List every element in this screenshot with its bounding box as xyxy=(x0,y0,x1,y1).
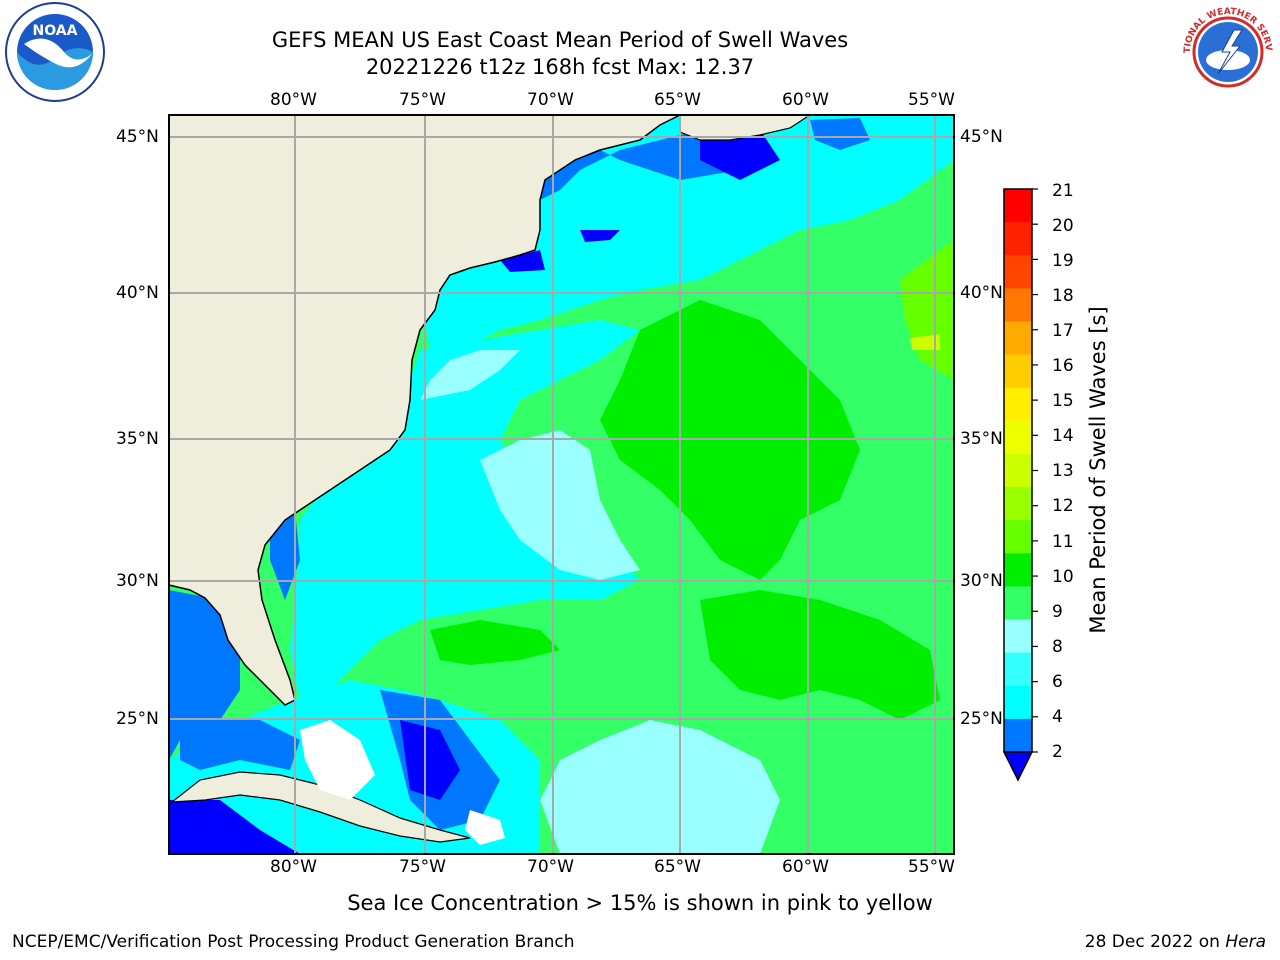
colorbar-segment xyxy=(1004,520,1032,554)
lon-label-bottom-55w: 55°W xyxy=(908,857,955,877)
footer-date: 28 Dec 2022 on Hera xyxy=(1085,932,1266,952)
colorbar-segment xyxy=(1004,487,1032,521)
lat-label-right-35n: 35°N xyxy=(960,429,1003,449)
colorbar-segment xyxy=(1004,586,1032,621)
lon-label-bottom-80w: 80°W xyxy=(270,857,317,877)
colorbar-segment xyxy=(1004,420,1032,455)
lon-label-bottom-60w: 60°W xyxy=(782,857,829,877)
colorbar-tick-11: 11 xyxy=(1052,532,1074,552)
lon-label-bottom-65w: 65°W xyxy=(654,857,701,877)
lon-label-top-70w: 70°W xyxy=(527,90,574,110)
colorbar-tick-2: 2 xyxy=(1052,742,1063,762)
chart-title: GEFS MEAN US East Coast Mean Period of S… xyxy=(271,28,849,52)
lon-label-top-80w: 80°W xyxy=(270,90,317,110)
colorbar-segment xyxy=(1004,321,1032,356)
colorbar-tick-8: 8 xyxy=(1052,637,1063,657)
footer-date-text: 28 Dec 2022 on xyxy=(1084,932,1226,952)
colorbar-segment xyxy=(1004,387,1032,422)
colorbar-segment xyxy=(1004,288,1032,322)
colorbar-tick-6: 6 xyxy=(1052,672,1063,692)
colorbar-tick-10: 10 xyxy=(1052,567,1074,587)
footer-host: Hera xyxy=(1225,932,1266,952)
lat-label-right-45n: 45°N xyxy=(960,127,1003,147)
colorbar-tick-15: 15 xyxy=(1052,391,1074,411)
colorbar-tick-19: 19 xyxy=(1052,251,1074,271)
lat-label-left-25n: 25°N xyxy=(116,709,159,729)
lon-label-top-55w: 55°W xyxy=(908,90,955,110)
lon-label-top-65w: 65°W xyxy=(654,90,701,110)
colorbar-segment xyxy=(1004,685,1032,720)
colorbar-extension-triangle xyxy=(1002,751,1034,782)
colorbar-segment xyxy=(1004,255,1032,289)
noaa-logo: NOAA xyxy=(4,2,106,102)
lat-label-right-25n: 25°N xyxy=(960,709,1003,729)
colorbar-tick-4: 4 xyxy=(1052,707,1063,727)
colorbar-segment xyxy=(1004,553,1032,587)
colorbar-segment xyxy=(1004,222,1032,256)
lon-label-bottom-75w: 75°W xyxy=(399,857,446,877)
north-america-land xyxy=(168,114,681,706)
colorbar-tick-14: 14 xyxy=(1052,426,1074,446)
colorbar-tick-12: 12 xyxy=(1052,496,1074,516)
nws-logo: NATIONAL WEATHER SERVICE xyxy=(1174,0,1278,102)
hispaniola-mask xyxy=(465,810,505,845)
cuba-land xyxy=(170,771,471,843)
colorbar-tick-9: 9 xyxy=(1052,602,1063,622)
lat-label-right-30n: 30°N xyxy=(960,571,1003,591)
lon-label-top-75w: 75°W xyxy=(399,90,446,110)
footer-branch: NCEP/EMC/Verification Post Processing Pr… xyxy=(12,932,575,952)
colorbar-tick-18: 18 xyxy=(1052,286,1074,306)
colorbar-segment xyxy=(1004,453,1032,488)
colorbar-segment xyxy=(1004,189,1032,223)
colorbar-tick-21: 21 xyxy=(1052,181,1074,201)
colorbar-tick-20: 20 xyxy=(1052,216,1074,236)
colorbar-segment xyxy=(1004,354,1032,389)
lat-label-left-35n: 35°N xyxy=(116,429,159,449)
colorbar-title: Mean Period of Swell Waves [s] xyxy=(1086,306,1110,634)
colorbar-tick-17: 17 xyxy=(1052,321,1074,341)
lat-label-left-40n: 40°N xyxy=(116,283,159,303)
lat-label-right-40n: 40°N xyxy=(960,283,1003,303)
colorbar-tick-16: 16 xyxy=(1052,356,1074,376)
chart-subtitle: 20221226 t12z 168h fcst Max: 12.37 xyxy=(365,55,755,79)
lon-label-bottom-70w: 70°W xyxy=(527,857,574,877)
bahamas-mask xyxy=(300,720,375,800)
colorbar-segment xyxy=(1004,718,1032,753)
noaa-logo-text: NOAA xyxy=(33,23,78,39)
colorbar-tick-13: 13 xyxy=(1052,461,1074,481)
lon-label-top-60w: 60°W xyxy=(782,90,829,110)
colorbar-segment xyxy=(1004,652,1032,687)
lat-label-left-30n: 30°N xyxy=(116,571,159,591)
colorbar xyxy=(1002,188,1038,782)
map-frame xyxy=(168,114,955,855)
sea-ice-note: Sea Ice Concentration > 15% is shown in … xyxy=(347,891,933,915)
lat-label-left-45n: 45°N xyxy=(116,127,159,147)
map-gridlines xyxy=(169,115,954,854)
colorbar-segment xyxy=(1004,619,1032,654)
